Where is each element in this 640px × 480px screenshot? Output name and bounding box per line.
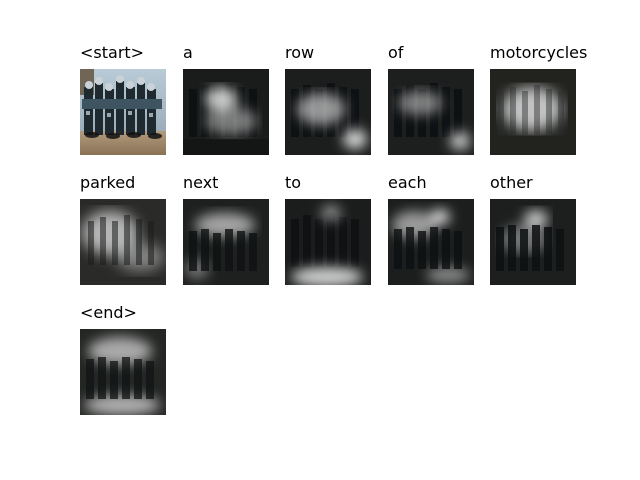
token-label: other [490, 173, 536, 193]
token-cell-motorcycles: motorcycles [490, 43, 591, 155]
token-cell-each: each [388, 173, 474, 285]
token-cell-end: <end> [80, 303, 166, 415]
token-label: <start> [80, 43, 148, 63]
attention-map-a [183, 69, 269, 155]
attention-map-to [285, 199, 371, 285]
token-label: next [183, 173, 222, 193]
token-label: a [183, 43, 196, 63]
attention-map-of [388, 69, 474, 155]
token-cell-other: other [490, 173, 576, 285]
attention-map-each [388, 199, 474, 285]
token-label: parked [80, 173, 139, 193]
token-cell-parked: parked [80, 173, 166, 285]
token-cell-to: to [285, 173, 371, 285]
token-cell-of: of [388, 43, 474, 155]
token-cell-row: row [285, 43, 371, 155]
token-label: of [388, 43, 407, 63]
attention-map-other [490, 199, 576, 285]
attention-map-motorcycles [490, 69, 576, 155]
token-label: row [285, 43, 318, 63]
token-label: <end> [80, 303, 140, 323]
source-photo-motorcycles [80, 69, 166, 155]
attention-map-row [285, 69, 371, 155]
token-cell-next: next [183, 173, 269, 285]
token-label: to [285, 173, 305, 193]
attention-map-next [183, 199, 269, 285]
attention-map-end [80, 329, 166, 415]
attention-map-parked [80, 199, 166, 285]
token-label: motorcycles [490, 43, 591, 63]
token-cell-start: <start> [80, 43, 166, 155]
token-cell-a: a [183, 43, 269, 155]
token-label: each [388, 173, 430, 193]
